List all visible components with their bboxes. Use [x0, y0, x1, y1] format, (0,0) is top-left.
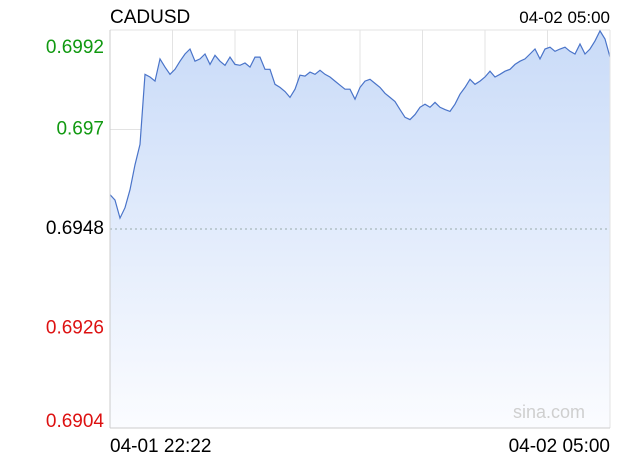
line: [109, 29, 611, 220]
y-tick-label: 0.6992: [46, 37, 104, 58]
y-tick-label: 0.6904: [46, 411, 105, 432]
x-tick-label: 04-01 22:22: [110, 436, 211, 457]
watermark: sina.com: [513, 402, 585, 422]
x-tick-label: 04-02 05:00: [509, 436, 610, 457]
chart-title: CADUSD: [110, 7, 190, 28]
y-tick-label: 0.6948: [46, 218, 104, 239]
y-tick-label: 0.697: [56, 119, 104, 140]
y-tick-label: 0.6926: [46, 318, 104, 339]
time-label: 04-02 05:00: [519, 8, 610, 27]
